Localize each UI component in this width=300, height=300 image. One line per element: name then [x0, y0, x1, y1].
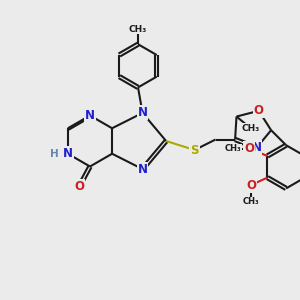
- Text: N: N: [137, 163, 148, 176]
- Text: O: O: [246, 178, 256, 192]
- Text: N: N: [63, 147, 73, 160]
- Text: O: O: [254, 104, 264, 117]
- Text: H: H: [50, 149, 59, 159]
- Text: N: N: [251, 141, 262, 154]
- Text: N: N: [85, 109, 95, 122]
- Text: N: N: [137, 106, 148, 119]
- Text: CH₃: CH₃: [241, 124, 260, 133]
- Text: O: O: [244, 142, 254, 155]
- Text: S: S: [190, 143, 199, 157]
- Text: CH₃: CH₃: [129, 25, 147, 34]
- Text: CH₃: CH₃: [243, 197, 259, 206]
- Text: O: O: [74, 179, 85, 193]
- Text: CH₃: CH₃: [225, 144, 241, 153]
